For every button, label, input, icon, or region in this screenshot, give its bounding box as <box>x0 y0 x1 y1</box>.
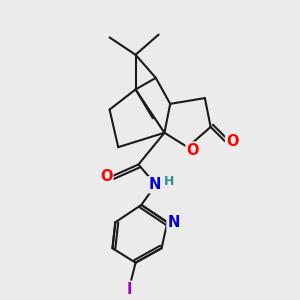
Text: H: H <box>164 175 174 188</box>
Text: N: N <box>148 177 160 192</box>
Text: O: O <box>226 134 238 149</box>
Text: O: O <box>100 169 112 184</box>
Text: N: N <box>167 215 180 230</box>
Text: I: I <box>127 282 133 297</box>
Text: O: O <box>187 142 199 158</box>
